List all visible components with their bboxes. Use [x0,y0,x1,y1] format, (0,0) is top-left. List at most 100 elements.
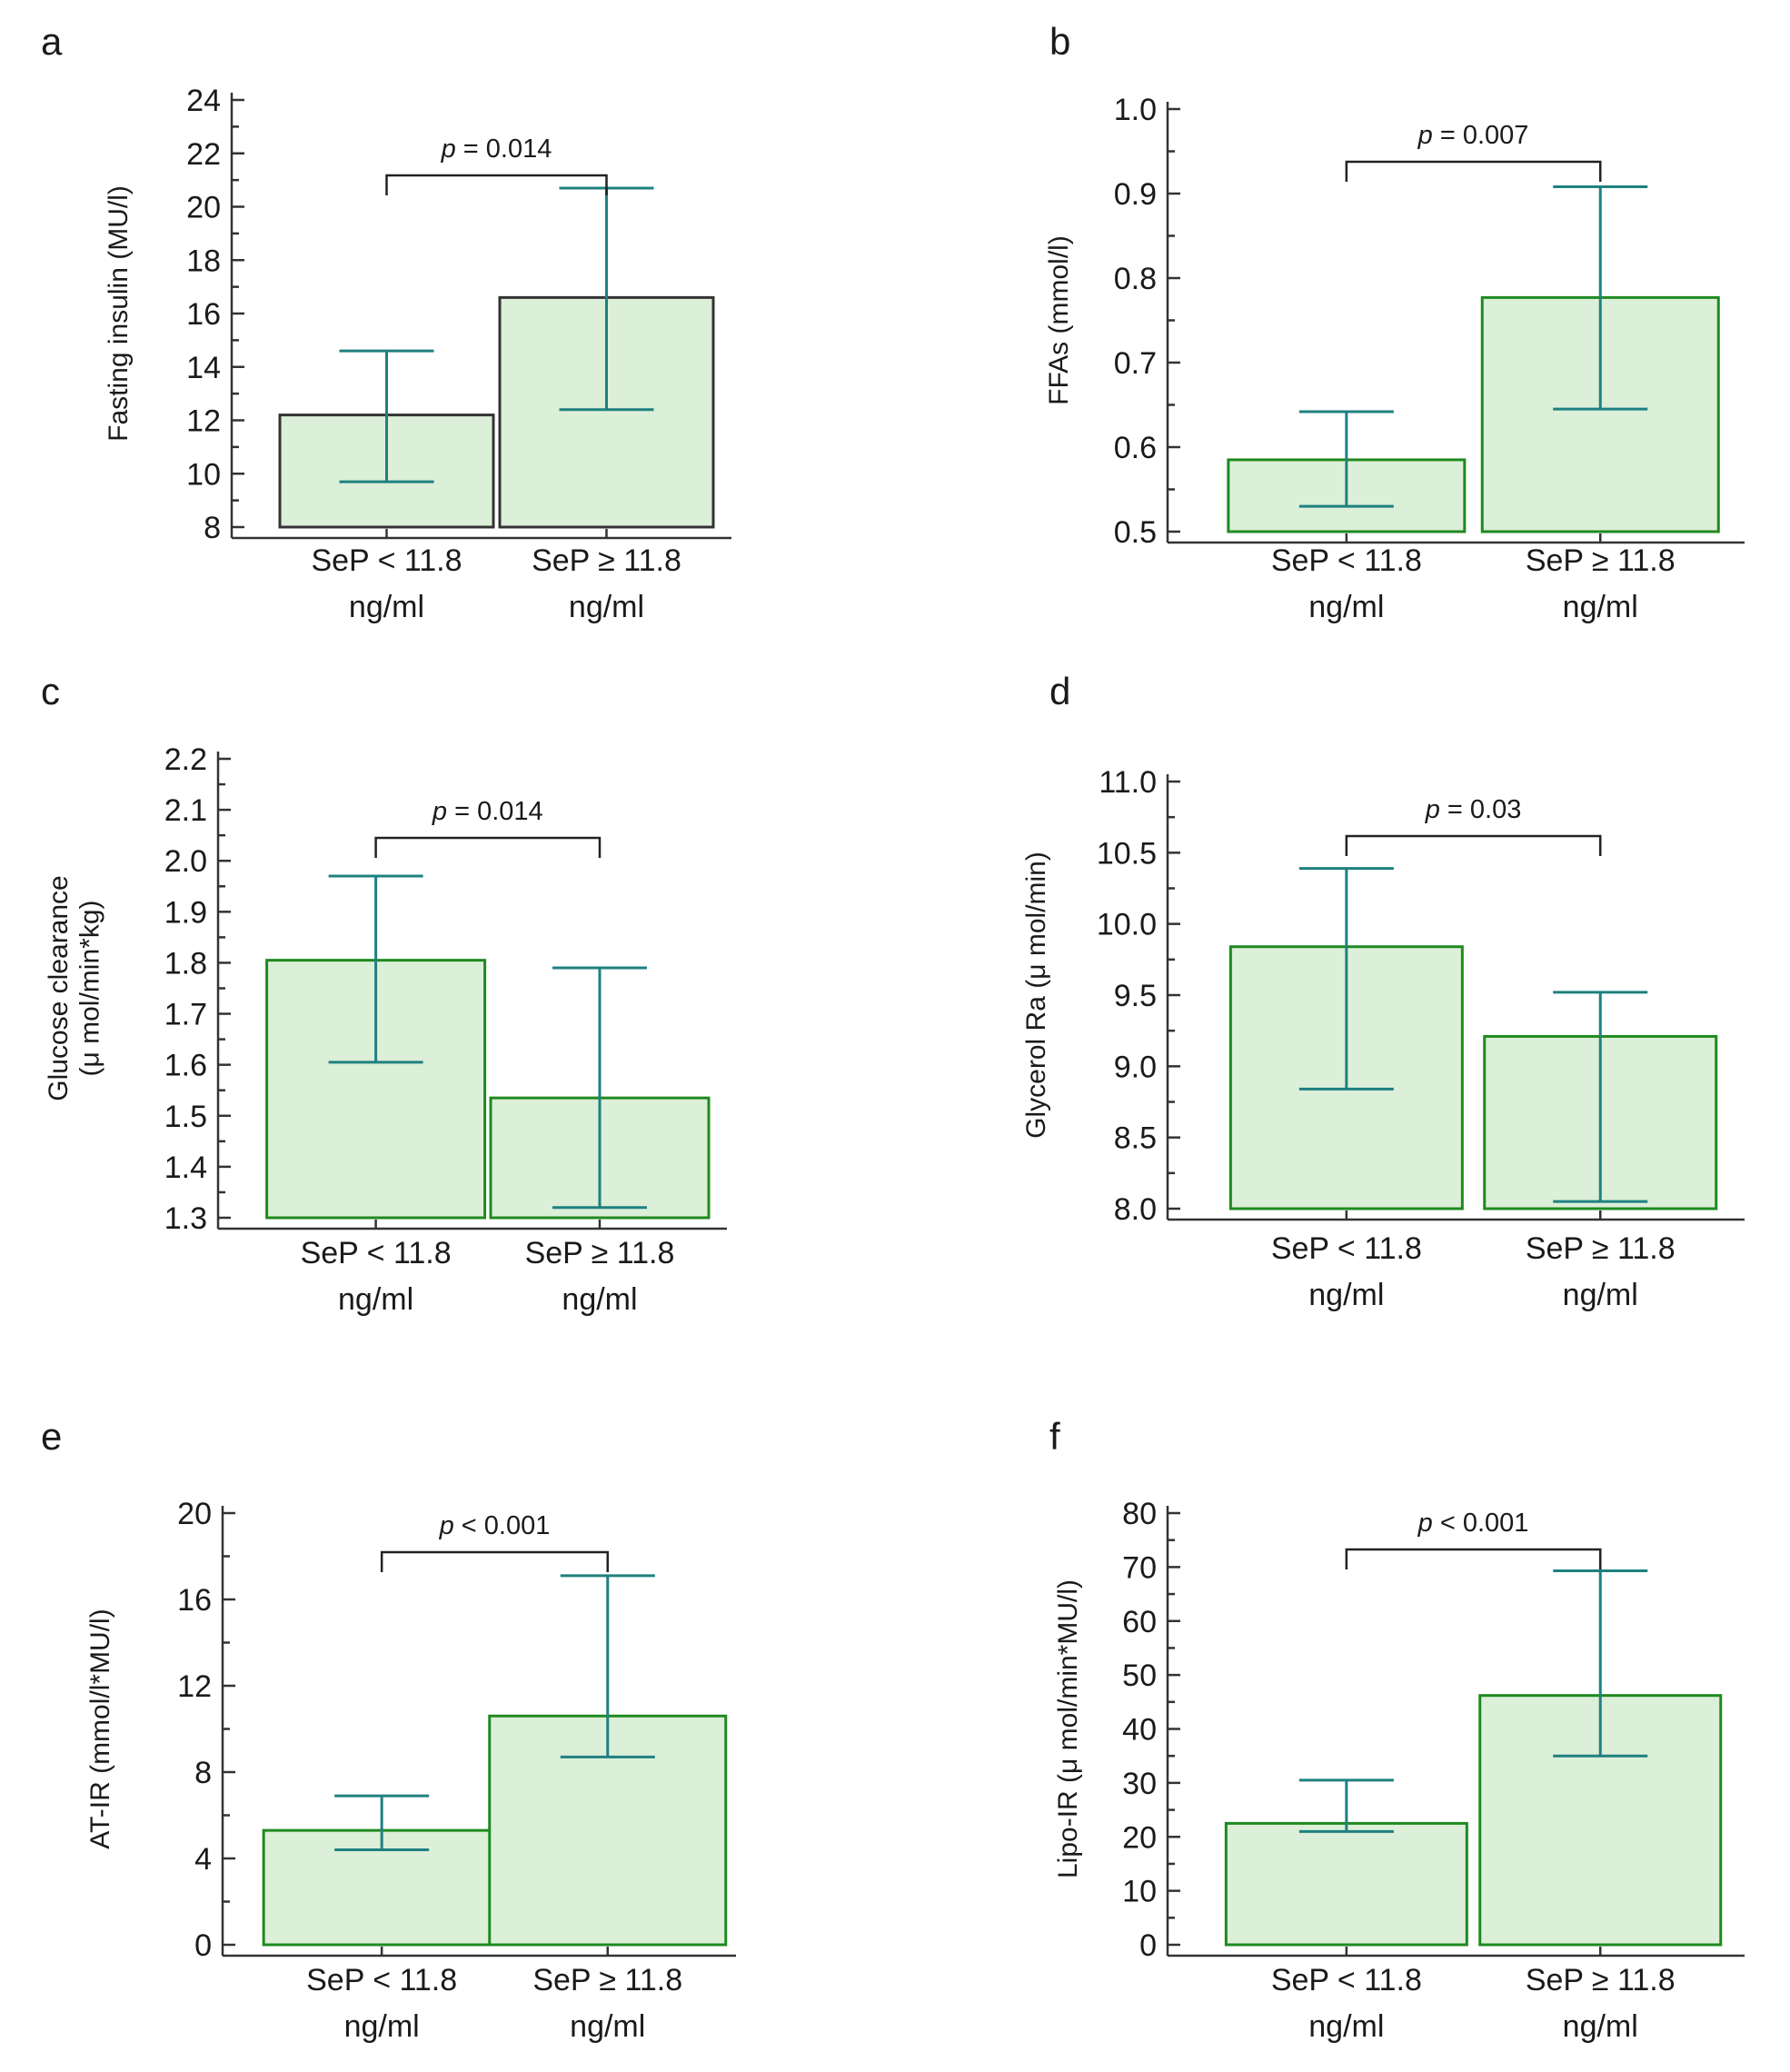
error-bar-1 [1298,410,1394,508]
y-tick-label: 2.0 [164,844,207,879]
category-label: SeP < 11.8 ng/ml [311,543,462,624]
y-tick-label: 50 [1122,1659,1157,1693]
error-bar-2 [1553,185,1648,411]
y-tick-label: 20 [177,1497,212,1531]
y-tick-label: 14 [186,351,221,385]
y-tick-label: 10 [1122,1875,1157,1909]
significance-bracket [374,836,602,858]
y-tick-label: 1.6 [164,1049,207,1083]
p-value-annotation: p < 0.001 [1417,1509,1529,1538]
error-bar-2 [552,966,647,1210]
y-tick-label: 16 [186,297,221,332]
category-label: SeP < 11.8 ng/ml [1271,1231,1422,1312]
significance-bracket [380,1550,609,1572]
panel-letter: d [1049,670,1070,712]
y-tick-label: 40 [1122,1713,1157,1748]
y-tick-label: 0.9 [1114,177,1157,212]
y-tick-label: 10.0 [1097,908,1157,942]
y-tick-label: 10 [186,457,221,492]
significance-bracket [385,174,608,195]
category-label: SeP ≥ 11.8 ng/ml [532,1963,682,2044]
y-tick-label: 4 [194,1842,212,1877]
y-axis-label: Fasting insulin (MU/l) [104,185,134,442]
p-value-annotation: p = 0.03 [1425,795,1522,824]
y-tick-label: 2.2 [164,742,207,777]
y-tick-label: 70 [1122,1550,1157,1585]
panel-letter: b [1049,20,1070,63]
panel-a: a 8 10 12 14 16 18 20 22 24 Fasting insulin (MU/l)… [41,20,731,624]
y-tick-label: 0.8 [1114,262,1157,296]
y-tick-label: 1.7 [164,998,207,1032]
y-tick-label: 2.1 [164,793,207,828]
panel-b: b 0.5 0.6 0.7 0.8 0.9 1.0 FFAs (mmol/l) SeP < 11… [1044,20,1745,624]
y-tick-label: 0.6 [1114,431,1157,465]
panel-c: c 1.3 1.4 1.5 1.6 1.7 1.8 1.9 2.0 2.1 2.2 Glucose c… [41,670,727,1317]
y-tick-label: 11.0 [1099,765,1157,800]
panel-letter: e [41,1415,62,1458]
panel-e: e 0 4 8 12 16 20 AT-IR (mmol/l*MU/l) SeP < 11.8 n… [41,1415,736,2044]
category-label: SeP < 11.8 ng/ml [306,1963,457,2044]
category-label: SeP ≥ 11.8 ng/ml [1526,1963,1676,2044]
y-tick-label: 1.5 [164,1100,207,1134]
panel-d: d 8.0 8.5 9.0 9.5 10.0 10.5 11.0 Glycerol Ra (μ … [1021,670,1745,1312]
y-axis-label: Glycerol Ra (μ mol/min) [1021,852,1051,1139]
y-tick-label: 9.5 [1114,979,1157,1013]
error-bar-2 [1553,991,1648,1203]
y-tick-label: 24 [186,84,221,118]
y-tick-label: 80 [1122,1497,1157,1531]
y-axis-label: FFAs (mmol/l) [1044,235,1074,405]
y-tick-label: 8 [204,511,221,545]
y-tick-label: 9.0 [1114,1050,1157,1084]
y-tick-label: 1.0 [1114,93,1157,127]
category-label: SeP ≥ 11.8 ng/ml [525,1236,675,1317]
category-label: SeP ≥ 11.8 ng/ml [1526,543,1676,624]
y-tick-label: 1.9 [164,895,207,930]
significance-bracket [1345,160,1602,182]
error-bar-2 [1553,1569,1648,1758]
category-label: SeP < 11.8 ng/ml [1271,1963,1422,2044]
y-axis-label: Lipo-IR (μ mol/min*MU/l) [1053,1579,1083,1878]
p-value-annotation: p = 0.014 [432,797,543,826]
y-tick-label: 30 [1122,1767,1157,1801]
panel-letter: f [1049,1415,1060,1458]
error-bar-2 [560,1574,655,1758]
y-tick-label: 20 [1122,1820,1157,1855]
y-tick-label: 8.5 [1114,1121,1157,1156]
error-bar-1 [1298,867,1394,1091]
category-label: SeP < 11.8 ng/ml [301,1236,452,1317]
y-axis-label: AT-IR (mmol/l*MU/l) [85,1609,115,1848]
significance-bracket [1345,834,1602,856]
y-tick-label: 8.0 [1114,1192,1157,1227]
y-axis-label: Glucose clearance(μ mol/min*kg) [44,875,105,1101]
y-tick-label: 10.5 [1097,836,1157,871]
y-tick-label: 60 [1122,1605,1157,1639]
p-value-annotation: p < 0.001 [439,1511,551,1540]
p-value-annotation: p = 0.007 [1417,121,1529,150]
error-bar-1 [334,1794,430,1851]
error-bar-1 [328,874,423,1064]
y-tick-label: 12 [177,1669,212,1704]
y-tick-label: 16 [177,1583,212,1618]
category-label: SeP ≥ 11.8 ng/ml [532,543,681,624]
y-tick-label: 22 [186,137,221,172]
bar-1 [1224,1821,1468,1947]
y-tick-label: 1.4 [164,1151,207,1185]
y-tick-label: 18 [186,244,221,278]
y-tick-label: 8 [194,1756,212,1790]
significance-bracket [1345,1548,1602,1569]
panel-f: f 0 10 20 30 40 50 60 70 80 Lipo-IR (μ mol/min*MU/… [1049,1415,1745,2044]
y-tick-label: 0 [1139,1928,1157,1963]
y-tick-label: 20 [186,191,221,225]
category-label: SeP ≥ 11.8 ng/ml [1526,1231,1676,1312]
panel-letter: a [41,20,63,63]
p-value-annotation: p = 0.014 [441,134,552,164]
panel-letter: c [41,670,60,712]
error-bar-1 [339,349,434,483]
y-tick-label: 1.8 [164,946,207,981]
y-tick-label: 0.7 [1114,346,1157,381]
y-tick-label: 0.5 [1114,515,1157,550]
y-tick-label: 1.3 [164,1201,207,1236]
y-tick-label: 0 [194,1928,212,1963]
error-bar-1 [1298,1778,1394,1833]
